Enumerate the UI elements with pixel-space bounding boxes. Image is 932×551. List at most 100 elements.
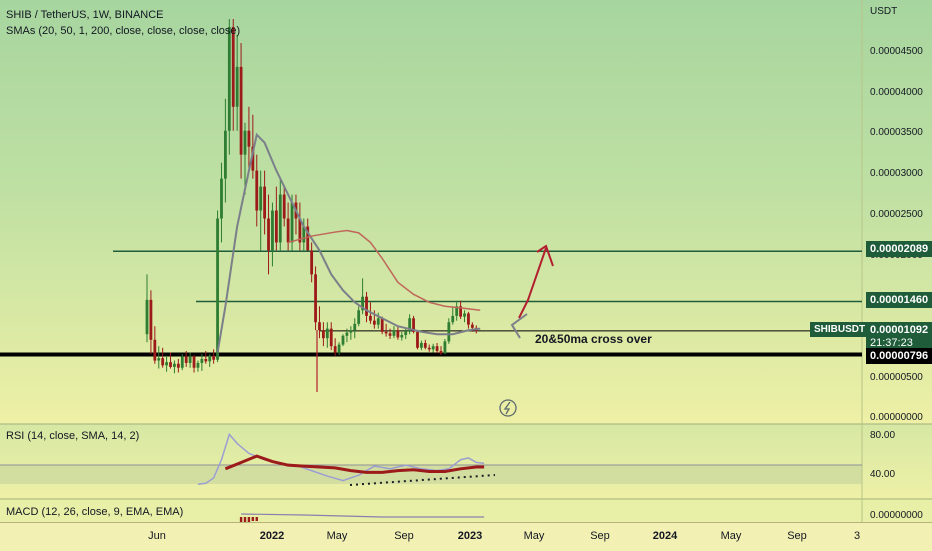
macd-tick: 0.00000000 — [870, 510, 923, 521]
candle-body — [384, 331, 388, 334]
macd-series — [239, 513, 485, 522]
candle-body — [357, 310, 361, 324]
time-tick: 2024 — [652, 530, 678, 542]
price-tag-support: 0.00000796 — [866, 348, 932, 364]
current-price: 0.00001092 — [870, 324, 929, 336]
price-tick: 0.00004000 — [870, 87, 923, 98]
candle-body — [298, 218, 302, 243]
candle-body — [271, 210, 274, 251]
candle-body — [451, 315, 455, 323]
projection-arrow-head — [536, 244, 554, 267]
candle-body — [463, 313, 466, 317]
candle-body — [439, 350, 443, 354]
rsi-ma-line — [224, 454, 485, 474]
candle-body — [145, 299, 149, 335]
candle-body — [184, 356, 188, 363]
candle-body — [412, 318, 415, 332]
rsi-tick: 40.00 — [870, 469, 896, 480]
current-price-tag: 0.00001092 21:37:23 — [866, 322, 932, 352]
sma-legend: SMAs (20, 50, 1, 200, close, close, clos… — [6, 25, 241, 37]
time-tick: 2022 — [259, 530, 285, 542]
macd-histogram-bar — [239, 517, 243, 522]
rsi-line — [197, 432, 485, 485]
candle-body — [169, 362, 172, 367]
rsi-tick: 80.00 — [870, 430, 896, 441]
replay-icon-bolt — [503, 401, 511, 415]
candle-body — [157, 358, 161, 361]
chart-title: SHIB / TetherUS, 1W, BINANCE — [6, 9, 164, 21]
sma-50-line — [216, 132, 481, 353]
price-axis-unit: USDT — [870, 6, 898, 17]
candle-body — [153, 339, 157, 361]
candle-body — [322, 330, 325, 339]
candle-body — [282, 194, 286, 219]
rsi-band — [0, 465, 862, 484]
candle-body — [173, 363, 176, 367]
candle-body — [467, 313, 470, 325]
candle-body — [161, 358, 165, 366]
candle-body — [274, 210, 278, 243]
candle-body — [208, 355, 212, 362]
candle-body — [290, 202, 294, 243]
candle-body — [345, 332, 349, 336]
candle-body — [470, 324, 474, 328]
time-tick: Sep — [394, 530, 414, 542]
candle-body — [423, 342, 427, 348]
rsi-legend: RSI (14, close, SMA, 14, 2) — [6, 430, 140, 442]
price-tick: 0.00000500 — [870, 372, 923, 383]
candle-body — [361, 296, 364, 311]
time-tick: Sep — [590, 530, 610, 542]
candle-body — [259, 186, 263, 211]
replay-icon[interactable] — [499, 399, 517, 417]
candle-body — [149, 299, 153, 340]
candle-body — [247, 130, 251, 147]
time-tick: 2023 — [457, 530, 483, 542]
annotation-cross-over: 20&50ma cross over — [535, 332, 652, 346]
candle-body — [251, 146, 255, 171]
candle-body — [239, 66, 243, 155]
price-tick: 0.00003000 — [870, 168, 923, 179]
candle-body — [235, 66, 239, 107]
rsi-trendline — [349, 474, 496, 486]
candle-body — [400, 335, 404, 338]
candle-body — [392, 330, 396, 336]
candle-body — [216, 218, 219, 360]
candle-body — [353, 323, 357, 331]
candles — [145, 19, 478, 374]
candle-body — [310, 250, 314, 275]
candle-body — [341, 335, 345, 345]
candle-body — [188, 356, 192, 363]
candle-body — [263, 186, 266, 219]
candle-body — [200, 358, 204, 363]
macd-pane-bg — [0, 499, 932, 522]
candle-body — [243, 130, 247, 155]
candle-body — [416, 331, 419, 348]
candle-body — [380, 318, 384, 332]
price-tag-resistance-mid: 0.00001460 — [866, 292, 932, 308]
candle-body — [396, 330, 400, 338]
candle-body — [180, 356, 184, 368]
candle-body — [431, 346, 435, 350]
macd-histogram-bar — [255, 517, 258, 521]
candle-body — [176, 363, 180, 368]
price-tag-resistance-top: 0.00002089 — [866, 241, 932, 257]
candle-body — [404, 331, 408, 336]
candle-body — [408, 318, 412, 332]
time-tick: Sep — [787, 530, 807, 542]
candle-body — [255, 170, 259, 211]
moving-averages — [216, 132, 481, 353]
candle-body — [196, 362, 200, 368]
candle-body — [329, 328, 333, 347]
price-tick: 0.00004500 — [870, 46, 923, 57]
time-tick: 3 — [853, 530, 861, 542]
cross-pointer-arrow — [510, 313, 528, 339]
candle-body — [337, 344, 341, 353]
candle-body — [435, 346, 439, 351]
candle-body — [227, 26, 231, 131]
main-pane-bg — [0, 0, 932, 424]
candle-body — [278, 194, 282, 243]
candle-body — [365, 296, 368, 316]
time-axis[interactable] — [0, 522, 932, 551]
